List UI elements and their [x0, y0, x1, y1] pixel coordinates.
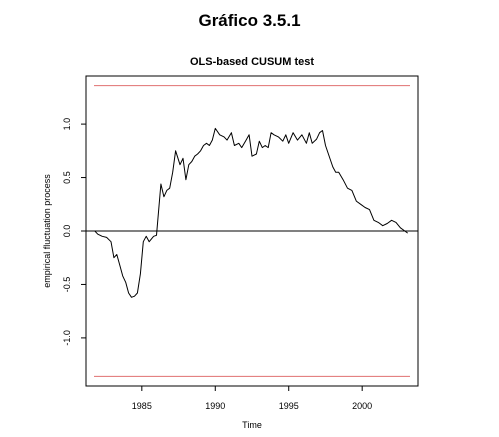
x-axis-label: Time [242, 420, 262, 430]
y-tick-label: 1.0 [62, 118, 72, 131]
x-tick-label: 1985 [132, 401, 152, 411]
y-tick-label: 0.0 [62, 225, 72, 238]
chart-marks: 1985 1990 1995 2000 -1.0 -0.5 0.0 0.5 1.0 [62, 85, 418, 411]
y-tick-label: 0.5 [62, 171, 72, 184]
cusum-series-line [94, 127, 408, 298]
figure-title: Gráfico 3.5.1 [198, 11, 301, 30]
y-tick-label: -0.5 [62, 277, 72, 293]
y-axis-label: empirical fluctuation process [42, 174, 52, 288]
plot-title: OLS-based CUSUM test [190, 56, 314, 68]
y-tick-label: -1.0 [62, 330, 72, 346]
x-tick-label: 2000 [352, 401, 372, 411]
x-tick-label: 1990 [205, 401, 225, 411]
x-tick-label: 1995 [279, 401, 299, 411]
